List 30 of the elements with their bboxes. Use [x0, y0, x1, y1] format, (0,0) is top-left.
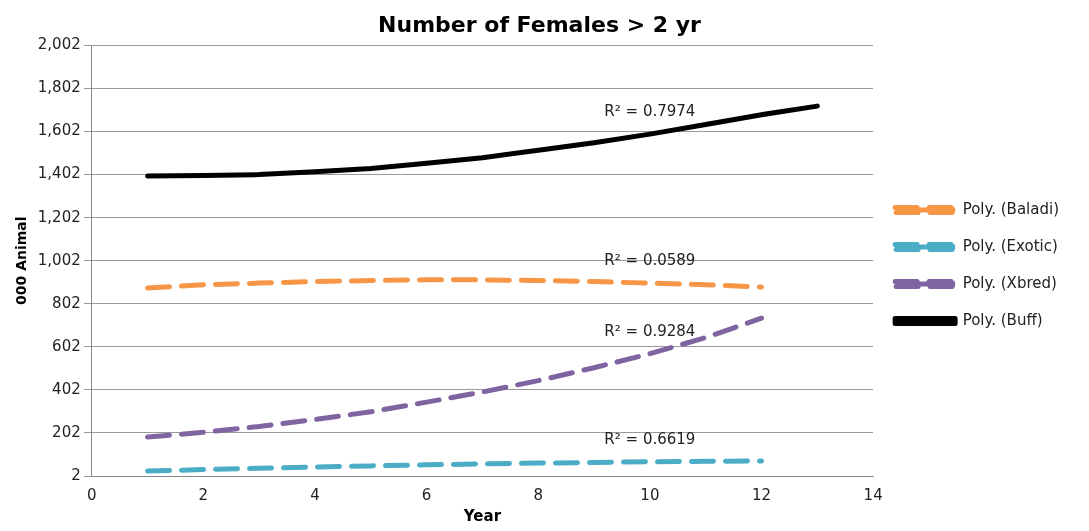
- annotation: R² = 0.9284: [604, 321, 696, 340]
- annotation: R² = 0.6619: [604, 429, 696, 448]
- x-tick-label: 12: [751, 485, 772, 504]
- x-tick-label: 10: [640, 485, 660, 504]
- legend-label: Poly. (Xbred): [962, 273, 1057, 292]
- x-tick-label: 6: [421, 485, 432, 504]
- x-tick-label: 14: [863, 485, 883, 504]
- annotation: R² = 0.7974: [604, 101, 696, 120]
- legend-label: Poly. (Exotic): [962, 236, 1058, 255]
- chart-title: Number of Females > 2 yr: [378, 11, 702, 37]
- y-tick-label: 802: [52, 293, 81, 312]
- y-tick-label: 202: [52, 422, 81, 441]
- legend-label: Poly. (Buff): [962, 310, 1043, 329]
- y-tick-label: 402: [52, 379, 81, 398]
- x-tick-label: 8: [533, 485, 544, 504]
- y-tick-label: 2,002: [37, 35, 81, 54]
- y-tick-label: 1,202: [37, 207, 81, 226]
- x-tick-label: 2: [198, 485, 209, 504]
- y-tick-label: 2: [71, 465, 81, 484]
- x-tick-label: 4: [310, 485, 320, 504]
- legend-label: Poly. (Baladi): [962, 199, 1060, 218]
- y-axis-title: 000 Animal: [13, 216, 30, 305]
- y-tick-label: 1,402: [37, 164, 81, 183]
- x-axis-title: Year: [462, 506, 502, 525]
- y-tick-label: 1,002: [37, 250, 81, 269]
- y-tick-label: 602: [52, 336, 81, 355]
- x-tick-label: 0: [86, 485, 97, 504]
- annotation: R² = 0.0589: [604, 250, 696, 269]
- y-tick-label: 1,602: [37, 121, 81, 140]
- y-tick-label: 1,802: [37, 78, 81, 97]
